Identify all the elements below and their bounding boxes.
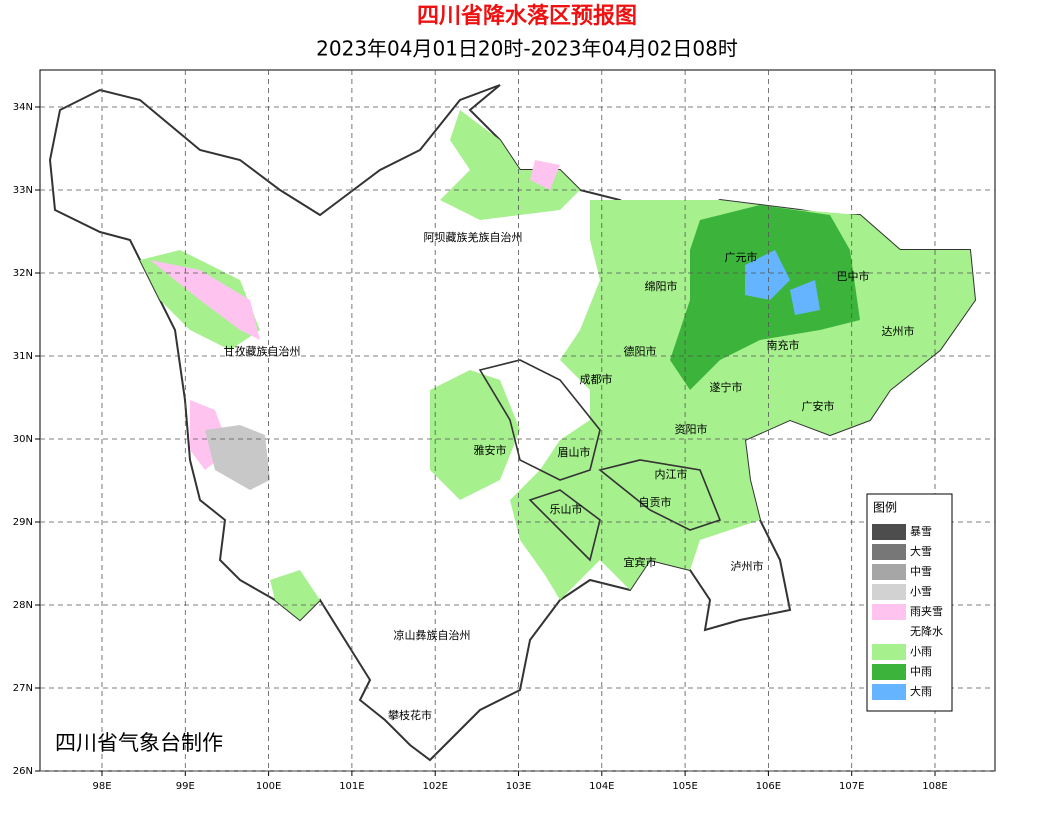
city-label: 遂宁市 — [710, 380, 743, 394]
legend-label: 中雨 — [910, 665, 932, 678]
x-tick-label: 102E — [422, 781, 447, 792]
x-tick-label: 107E — [839, 781, 864, 792]
legend-swatch — [872, 544, 906, 560]
legend-swatch — [872, 584, 906, 600]
y-tick-label: 27N — [13, 683, 33, 694]
legend-swatch — [872, 664, 906, 680]
x-tick-label: 103E — [506, 781, 531, 792]
legend-swatch — [872, 524, 906, 540]
legend-swatch — [872, 564, 906, 580]
city-label: 甘孜藏族自治州 — [224, 344, 301, 358]
legend-label: 雨夹雪 — [910, 605, 943, 618]
city-label: 凉山彝族自治州 — [394, 628, 471, 642]
city-label: 自贡市 — [639, 495, 672, 509]
legend-label: 暴雪 — [910, 525, 932, 538]
y-tick-label: 26N — [13, 766, 33, 777]
city-label: 巴中市 — [837, 269, 870, 283]
city-label: 泸州市 — [731, 559, 764, 573]
y-tick-label: 34N — [13, 102, 33, 113]
legend-swatch — [872, 624, 906, 640]
city-labels: 阿坝藏族羌族自治州 甘孜藏族自治州 凉山彝族自治州 攀枝花市 广元市 巴中市 绵… — [224, 230, 915, 722]
credit: 四川省气象台制作 — [55, 731, 223, 755]
city-label: 雅安市 — [474, 443, 507, 457]
x-tick-label: 98E — [92, 781, 111, 792]
x-tick-label: 108E — [922, 781, 947, 792]
y-tick-label: 33N — [13, 185, 33, 196]
legend-swatch — [872, 684, 906, 700]
x-tick-label: 100E — [256, 781, 281, 792]
y-tick-label: 28N — [13, 600, 33, 611]
legend-label: 小雨 — [910, 645, 932, 658]
city-label: 攀枝花市 — [388, 708, 432, 722]
legend-label: 无降水 — [910, 624, 943, 638]
y-tick-label: 31N — [13, 351, 33, 362]
city-label: 德阳市 — [624, 344, 657, 358]
legend-title: 图例 — [873, 501, 897, 515]
city-label: 眉山市 — [558, 445, 591, 459]
city-label: 乐山市 — [550, 502, 583, 516]
x-tick-label: 105E — [672, 781, 697, 792]
city-label: 绵阳市 — [645, 279, 678, 293]
legend-label: 大雨 — [910, 684, 932, 698]
x-tick-label: 106E — [756, 781, 781, 792]
city-label: 内江市 — [655, 467, 688, 481]
x-tick-label: 101E — [339, 781, 364, 792]
province — [48, 84, 977, 762]
y-tick-label: 32N — [13, 268, 33, 279]
city-label: 宜宾市 — [624, 555, 657, 569]
y-tick-label: 30N — [13, 434, 33, 445]
x-tick-label: 104E — [589, 781, 614, 792]
legend-swatch — [872, 604, 906, 620]
city-label: 广元市 — [725, 250, 758, 264]
title: 四川省降水落区预报图 — [417, 4, 637, 29]
city-label: 广安市 — [802, 399, 835, 413]
subtitle: 2023年04月01日20时-2023年04月02日08时 — [316, 37, 738, 61]
legend-label: 中雪 — [910, 565, 932, 578]
city-label: 阿坝藏族羌族自治州 — [424, 230, 523, 244]
city-label: 资阳市 — [675, 422, 708, 436]
y-tick-label: 29N — [13, 517, 33, 528]
city-label: 成都市 — [580, 372, 613, 386]
city-label: 南充市 — [767, 338, 800, 352]
grid-overlay: 98E 99E 100E 101E 102E 103E 104E 105E 106E 107E 10… — [13, 70, 995, 792]
legend-label: 大雪 — [910, 544, 932, 558]
legend-label: 小雪 — [910, 585, 932, 598]
legend-swatch — [872, 644, 906, 660]
x-tick-label: 99E — [176, 781, 195, 792]
city-label: 达州市 — [882, 324, 915, 338]
